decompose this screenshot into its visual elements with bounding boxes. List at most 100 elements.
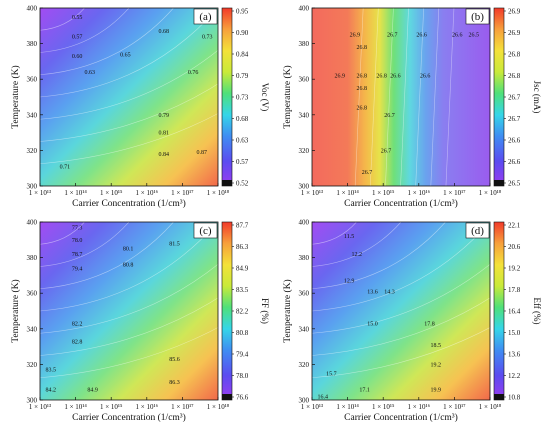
x-tick-label: 1 × 10¹⁸	[479, 403, 502, 411]
colorbar-tick-label: 17.8	[508, 286, 521, 294]
colorbar-under	[222, 394, 232, 400]
contour-label: 0.55	[72, 15, 83, 21]
contour-line	[311, 221, 491, 312]
x-tick-label: 1 × 10¹⁴	[64, 189, 87, 197]
colorbar-tick-label: 0.84	[236, 51, 249, 59]
y-axis-label: Temperature (K)	[10, 65, 21, 128]
y-tick-label: 380	[27, 254, 38, 262]
x-tick-label: 1 × 10¹⁷	[171, 403, 194, 411]
contour-line	[39, 7, 308, 142]
colorbar-tick-label: 15.0	[508, 329, 521, 337]
plot-frame	[311, 7, 491, 187]
x-tick-label: 1 × 10¹⁶	[136, 403, 159, 411]
contour-label: 84.2	[45, 387, 56, 393]
colorbar: 26.5 26.6 26.6 26.7 26.7 26.8 26.8 26.9 26.9 Jsc …	[493, 8, 542, 188]
colorbar-tick-label: 26.7	[508, 94, 521, 102]
chart-panel-1: 1 × 10¹³ 1 × 10¹⁴ 1 × 10¹⁵ 1 × 10¹⁶ 1 × 10¹⁷…	[10, 5, 352, 209]
colorbar-tick-label: 0.79	[236, 72, 249, 80]
y-tick-label: 380	[299, 254, 310, 262]
contour-label: 0.81	[159, 131, 170, 137]
colorbar-tick-label: 20.6	[508, 243, 521, 251]
y-tick-label: 320	[299, 361, 310, 369]
contour-label: 11.5	[344, 234, 354, 240]
x-tick-label: 1 × 10¹⁸	[207, 189, 230, 197]
y-tick-label: 320	[27, 361, 38, 369]
x-tick-label: 1 × 10¹⁴	[64, 403, 87, 411]
contour-label: 0.65	[120, 52, 131, 58]
contour-line	[311, 251, 550, 356]
colorbar-under	[222, 180, 232, 186]
panel-label-text: (a)	[199, 11, 212, 23]
colorbar-tick-label: 0.57	[236, 158, 249, 166]
colorbar-label: Eff (%)	[532, 297, 542, 324]
panel-label-box	[465, 222, 490, 239]
x-tick-label: 1 × 10¹⁶	[136, 189, 159, 197]
y-axis-label: Temperature (K)	[282, 279, 293, 342]
contour-label: 78.7	[72, 252, 83, 258]
colorbar-label: Jsc (mA)	[532, 81, 542, 114]
x-tick-label: 1 × 10¹⁶	[408, 403, 431, 411]
colorbar: 76.6 78.0 79.4 80.8 82.2 83.5 84.9 86.3 87.7 FF (…	[221, 222, 270, 402]
y-tick-label: 320	[27, 147, 38, 155]
colorbar-tick-label: 16.4	[508, 308, 521, 316]
contour-label: 0.57	[72, 34, 83, 40]
chart-panel-4: 1 × 10¹³ 1 × 10¹⁴ 1 × 10¹⁵ 1 × 10¹⁶ 1 × 10¹⁷…	[282, 219, 550, 423]
contour-label: 0.76	[188, 70, 199, 76]
plot-frame	[311, 221, 491, 401]
contour-label: 80.1	[123, 247, 134, 253]
contour-line	[400, 7, 409, 187]
x-axis-label: Carrier Concentration (1/cm³)	[344, 412, 458, 423]
contour-label: 26.6	[390, 74, 401, 80]
contour-label: 19.2	[431, 362, 442, 368]
contour-line	[39, 7, 130, 53]
y-axis-label: Temperature (K)	[282, 65, 293, 128]
x-tick-label: 1 × 10¹⁵	[100, 403, 123, 411]
y-axis-label: Temperature (K)	[10, 279, 21, 342]
contour-label: 78.0	[72, 238, 83, 244]
colorbar-tick-label: 26.8	[508, 51, 521, 59]
plot-frame	[39, 221, 219, 401]
contour-line	[354, 7, 364, 187]
contour-label: 12.2	[351, 252, 362, 258]
x-tick-label: 1 × 10¹³	[29, 189, 51, 197]
contour-label: 0.73	[202, 34, 213, 40]
x-axis-label: Carrier Concentration (1/cm³)	[344, 198, 458, 209]
x-tick-label: 1 × 10¹³	[29, 403, 51, 411]
y-tick-label: 360	[27, 76, 38, 84]
panel-label-box	[193, 8, 218, 25]
contour-label: 26.7	[387, 33, 398, 39]
contour-label: 14.3	[384, 289, 395, 295]
chart-panel-2: 1 × 10¹³ 1 × 10¹⁴ 1 × 10¹⁵ 1 × 10¹⁶ 1 × 10¹⁷…	[282, 5, 542, 210]
contour-label: 0.84	[159, 152, 170, 158]
y-tick-label: 400	[299, 5, 310, 13]
x-tick-label: 1 × 10¹⁷	[443, 403, 466, 411]
panel-label-text: (c)	[199, 225, 212, 237]
contour-label: 26.9	[350, 33, 361, 39]
panel-label-text: (d)	[471, 225, 484, 237]
y-tick-label: 340	[27, 111, 38, 119]
colorbar-under	[494, 394, 504, 400]
panel-label-box	[193, 222, 218, 239]
y-tick-label: 380	[299, 40, 310, 48]
contour-line	[385, 7, 394, 187]
y-tick-label: 360	[299, 290, 310, 298]
contour-label: 26.8	[357, 86, 368, 92]
contour-label: 26.6	[452, 33, 463, 39]
contour-label: 26.9	[334, 74, 345, 80]
contour-label: 12.9	[344, 279, 355, 285]
x-tick-label: 1 × 10¹⁶	[408, 189, 431, 197]
contour-label: 0.63	[85, 70, 96, 76]
heatmap-field	[40, 8, 218, 186]
heatmap-field	[40, 222, 218, 400]
colorbar-under	[494, 180, 504, 186]
contour-label: 77.3	[72, 225, 83, 231]
y-tick-label: 300	[27, 183, 38, 191]
x-tick-label: 1 × 10¹⁸	[479, 189, 502, 197]
colorbar-tick-label: 0.73	[236, 94, 249, 102]
panel-label: (a)	[193, 8, 218, 25]
contour-line	[39, 221, 263, 334]
contour-label: 0.71	[60, 164, 71, 170]
contour-label: 26.7	[384, 113, 395, 119]
contour-label: 26.8	[357, 106, 368, 112]
contour-label: 26.7	[381, 148, 392, 154]
